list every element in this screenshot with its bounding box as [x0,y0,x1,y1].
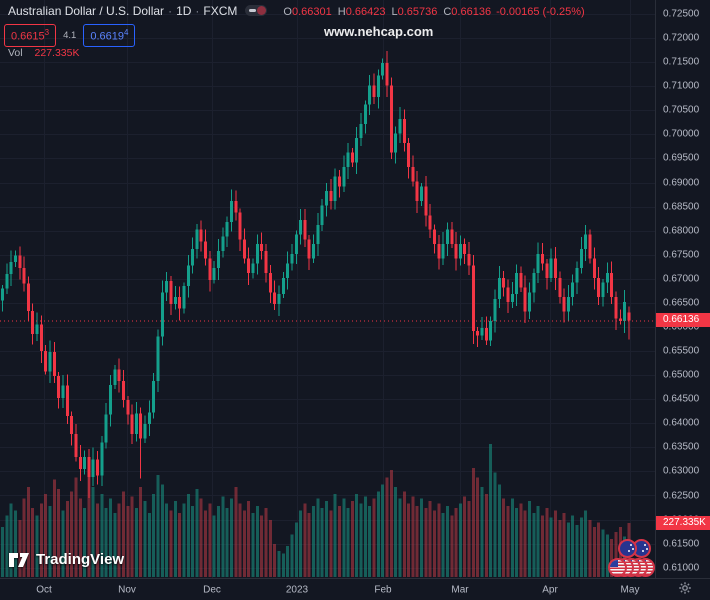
bid-price: 0.6615 [11,30,45,43]
candles [1,51,631,498]
time-axis[interactable]: Oct Nov Dec 2023 Feb Mar Apr May [0,578,710,600]
interval-label[interactable]: 1D [176,4,192,18]
chart-legend: Australian Dollar / U.S. Dollar · 1D · FXCM O… [8,4,585,18]
bid-price-fraction: 3 [44,28,50,37]
price-axis-label: 0.63000 [663,465,700,477]
symbol-title[interactable]: Australian Dollar / U.S. Dollar [8,4,165,18]
price-axis-label: 0.64000 [663,417,700,429]
time-axis-label: Oct [36,584,52,596]
price-axis-label: 0.63500 [663,441,700,453]
australia-flag-icon [618,539,637,558]
axis-settings-gear-icon[interactable] [678,581,692,600]
close-label: C [443,6,452,18]
title-separator: · [168,4,173,18]
volume-legend: Vol 227.335K [8,47,80,59]
time-axis-label: 2023 [285,584,309,596]
buy-button[interactable]: 0.66194 [83,24,136,47]
ask-price-fraction: 4 [123,28,129,37]
bid-ask-row: 0.66153 4.1 0.66194 [4,24,136,47]
australia-flag-icon [632,539,651,558]
price-axis-label: 0.65500 [663,345,700,357]
high-label: H [337,6,346,18]
open-label: O [283,6,292,18]
tradingview-logo-icon [9,552,29,567]
close-value: 0.66136 [451,6,492,18]
price-axis-label: 0.72500 [663,8,700,20]
change-value: -0.00165 (-0.25%) [496,6,585,18]
last-price-badge: 0.66136 [656,313,710,328]
price-axis-label: 0.66500 [663,297,700,309]
price-axis[interactable]: 0.72500 0.72000 0.71500 0.71000 0.70500 0.700… [655,0,710,578]
ask-price: 0.6619 [90,30,124,43]
last-volume-badge: 227.335K [656,516,710,530]
currency-flags-widget[interactable] [608,539,658,579]
spread-value: 4.1 [63,29,77,41]
minus-icon [249,9,257,13]
price-axis-label: 0.69000 [663,177,700,189]
watermark-text: www.nehcap.com [324,24,434,39]
price-axis-label: 0.72000 [663,32,700,44]
price-axis-label: 0.67000 [663,273,700,285]
title-separator: · [195,4,200,18]
series-visibility-toggle[interactable] [245,5,268,17]
price-axis-label: 0.64500 [663,393,700,405]
low-value: 0.65736 [397,6,438,18]
exchange-label[interactable]: FXCM [203,4,238,18]
volume-bars [1,444,631,577]
price-axis-label: 0.71000 [663,80,700,92]
price-axis-label: 0.68000 [663,225,700,237]
price-axis-label: 0.65000 [663,369,700,381]
time-axis-label: May [620,584,640,596]
price-axis-label: 0.69500 [663,152,700,164]
time-axis-label: Nov [118,584,136,596]
tradingview-logo-text: TradingView [36,551,125,568]
low-label: L [391,6,398,18]
volume-label[interactable]: Vol [8,47,23,59]
tradingview-logo[interactable]: TradingView [8,551,124,568]
high-value: 0.66423 [345,6,386,18]
open-value: 0.66301 [291,6,332,18]
price-axis-label: 0.68500 [663,201,700,213]
volume-value: 227.335K [34,47,80,59]
price-axis-label: 0.61500 [663,538,700,550]
time-axis-label: Feb [374,584,392,596]
us-flag-icon [608,558,627,577]
price-axis-label: 0.70000 [663,128,700,140]
price-axis-label: 0.62500 [663,490,700,501]
price-axis-label: 0.71500 [663,56,700,68]
time-axis-label: Apr [542,584,558,596]
time-axis-label: Mar [451,584,469,596]
grid-lines [0,0,656,578]
ohlc-readout: O0.66301 H0.66423 L0.65736 C0.66136 -0.00165… [277,6,584,18]
price-axis-label: 0.61000 [663,562,700,574]
sell-button[interactable]: 0.66153 [4,24,57,47]
toggle-knob [257,6,267,16]
price-axis-label: 0.67500 [663,249,700,261]
price-axis-label: 0.70500 [663,104,700,116]
time-axis-label: Dec [203,584,221,596]
